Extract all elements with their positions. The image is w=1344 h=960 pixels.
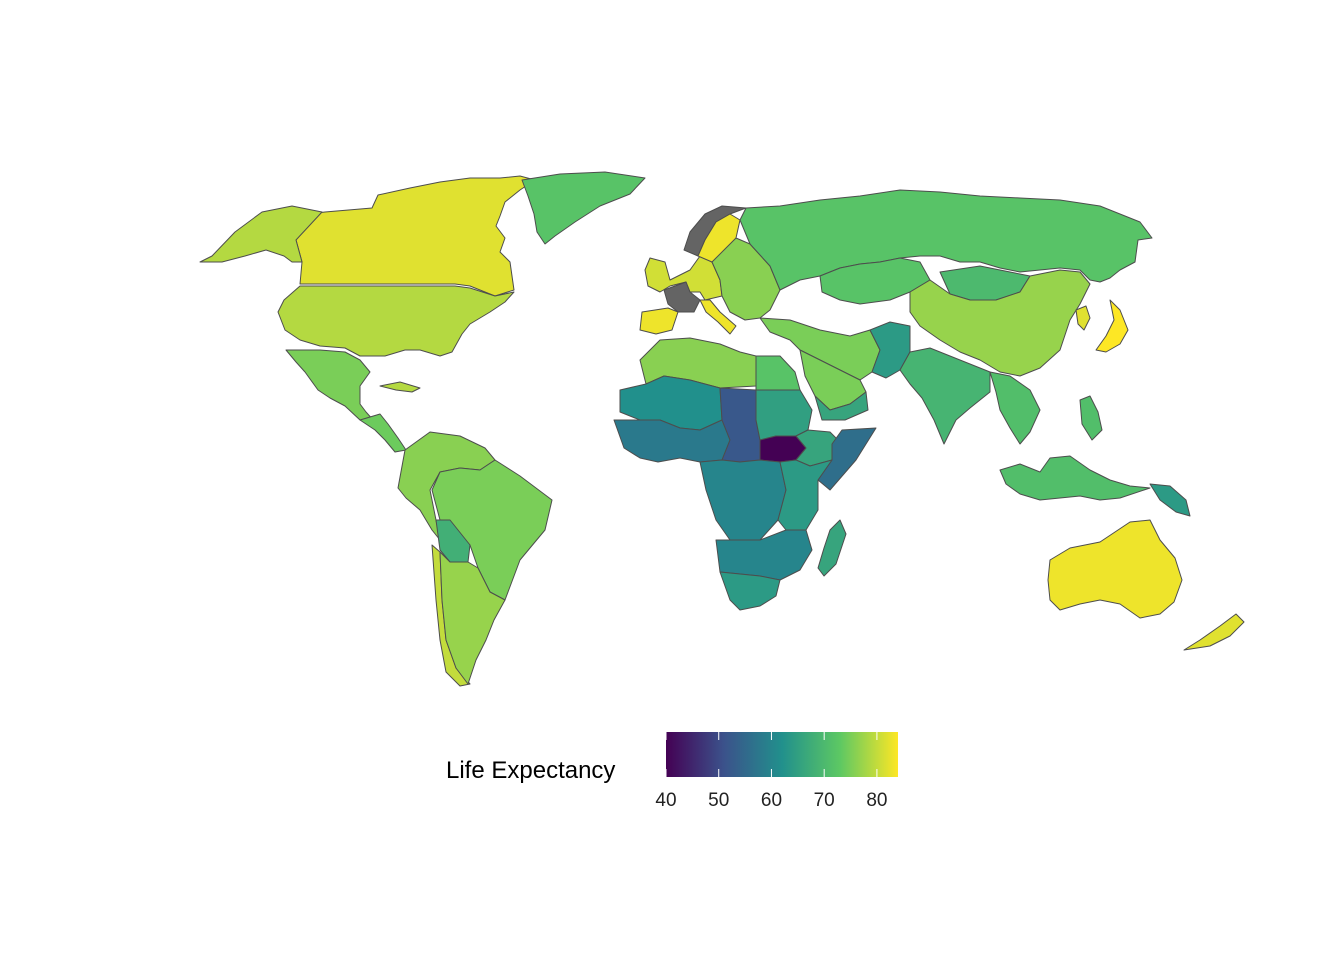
legend-tick-label: 80 xyxy=(866,790,888,811)
region-india[interactable] xyxy=(899,347,991,445)
region-middle-east[interactable] xyxy=(759,317,881,381)
region-usa[interactable] xyxy=(277,285,515,357)
region-papua-new-guinea[interactable] xyxy=(1149,483,1191,517)
region-mexico[interactable] xyxy=(285,349,376,423)
region-korea[interactable] xyxy=(1075,305,1091,331)
legend-tick-label: 60 xyxy=(760,790,783,811)
region-italy[interactable] xyxy=(699,299,737,335)
legend-tick-label: 70 xyxy=(813,790,835,811)
region-france[interactable] xyxy=(663,281,701,313)
region-philippines[interactable] xyxy=(1079,395,1103,441)
region-canada[interactable] xyxy=(291,175,536,297)
region-australia[interactable] xyxy=(1047,519,1183,619)
region-japan[interactable] xyxy=(1095,299,1129,353)
region-west-africa[interactable] xyxy=(613,419,731,463)
legend-title: Life Expectancy xyxy=(446,757,616,784)
region-se-asia[interactable] xyxy=(989,371,1041,445)
region-yemen[interactable] xyxy=(814,391,869,421)
legend-tick-label: 40 xyxy=(655,790,677,811)
region-cuba[interactable] xyxy=(379,381,421,393)
region-central-africa[interactable] xyxy=(699,459,787,541)
region-spain[interactable] xyxy=(639,307,679,335)
region-greenland[interactable] xyxy=(521,171,646,245)
region-alaska[interactable] xyxy=(199,205,323,263)
region-east-africa[interactable] xyxy=(777,459,833,531)
country-shapes xyxy=(199,171,1245,687)
region-new-zealand[interactable] xyxy=(1183,613,1245,651)
region-central-america[interactable] xyxy=(359,413,407,453)
region-madagascar[interactable] xyxy=(817,519,847,577)
legend-colorbar xyxy=(666,732,898,777)
region-egypt[interactable] xyxy=(755,355,801,391)
region-indonesia[interactable] xyxy=(999,455,1151,501)
region-argentina[interactable] xyxy=(439,551,506,685)
legend-tick-marks xyxy=(666,732,878,777)
region-south-america[interactable] xyxy=(397,431,496,541)
region-south-africa[interactable] xyxy=(719,571,781,611)
legend-tick-label: 50 xyxy=(708,790,730,811)
region-chad-car[interactable] xyxy=(719,387,761,463)
region-china[interactable] xyxy=(909,269,1091,377)
